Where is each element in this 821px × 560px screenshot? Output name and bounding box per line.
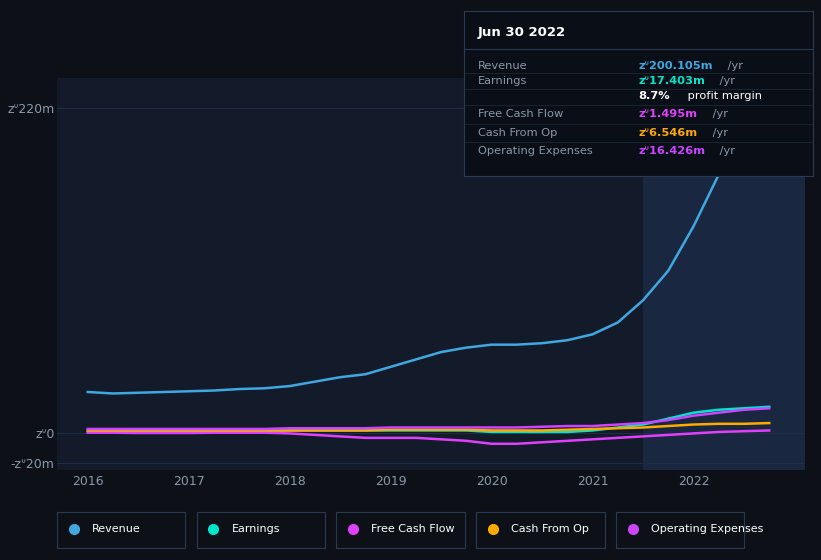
Text: /yr: /yr bbox=[709, 128, 728, 138]
Text: zᐡ17.403m: zᐡ17.403m bbox=[639, 76, 705, 86]
Text: Earnings: Earnings bbox=[232, 524, 280, 534]
Text: profit margin: profit margin bbox=[684, 91, 762, 101]
Text: /yr: /yr bbox=[717, 146, 736, 156]
Text: /yr: /yr bbox=[709, 109, 728, 119]
Text: zᐡ1.495m: zᐡ1.495m bbox=[639, 109, 697, 119]
Text: Free Cash Flow: Free Cash Flow bbox=[371, 524, 455, 534]
Text: Cash From Op: Cash From Op bbox=[478, 128, 557, 138]
Text: zᐡ200.105m: zᐡ200.105m bbox=[639, 60, 713, 71]
Text: 8.7%: 8.7% bbox=[639, 91, 670, 101]
Text: zᐡ6.546m: zᐡ6.546m bbox=[639, 128, 698, 138]
Text: /yr: /yr bbox=[724, 60, 743, 71]
Text: Cash From Op: Cash From Op bbox=[511, 524, 589, 534]
Text: Free Cash Flow: Free Cash Flow bbox=[478, 109, 563, 119]
Text: Jun 30 2022: Jun 30 2022 bbox=[478, 26, 566, 39]
Text: Revenue: Revenue bbox=[478, 60, 527, 71]
Text: Operating Expenses: Operating Expenses bbox=[478, 146, 593, 156]
Text: Revenue: Revenue bbox=[92, 524, 140, 534]
Text: Operating Expenses: Operating Expenses bbox=[651, 524, 763, 534]
Text: zᐡ16.426m: zᐡ16.426m bbox=[639, 146, 705, 156]
Text: Earnings: Earnings bbox=[478, 76, 527, 86]
Text: /yr: /yr bbox=[717, 76, 736, 86]
Bar bbox=[643, 78, 805, 470]
